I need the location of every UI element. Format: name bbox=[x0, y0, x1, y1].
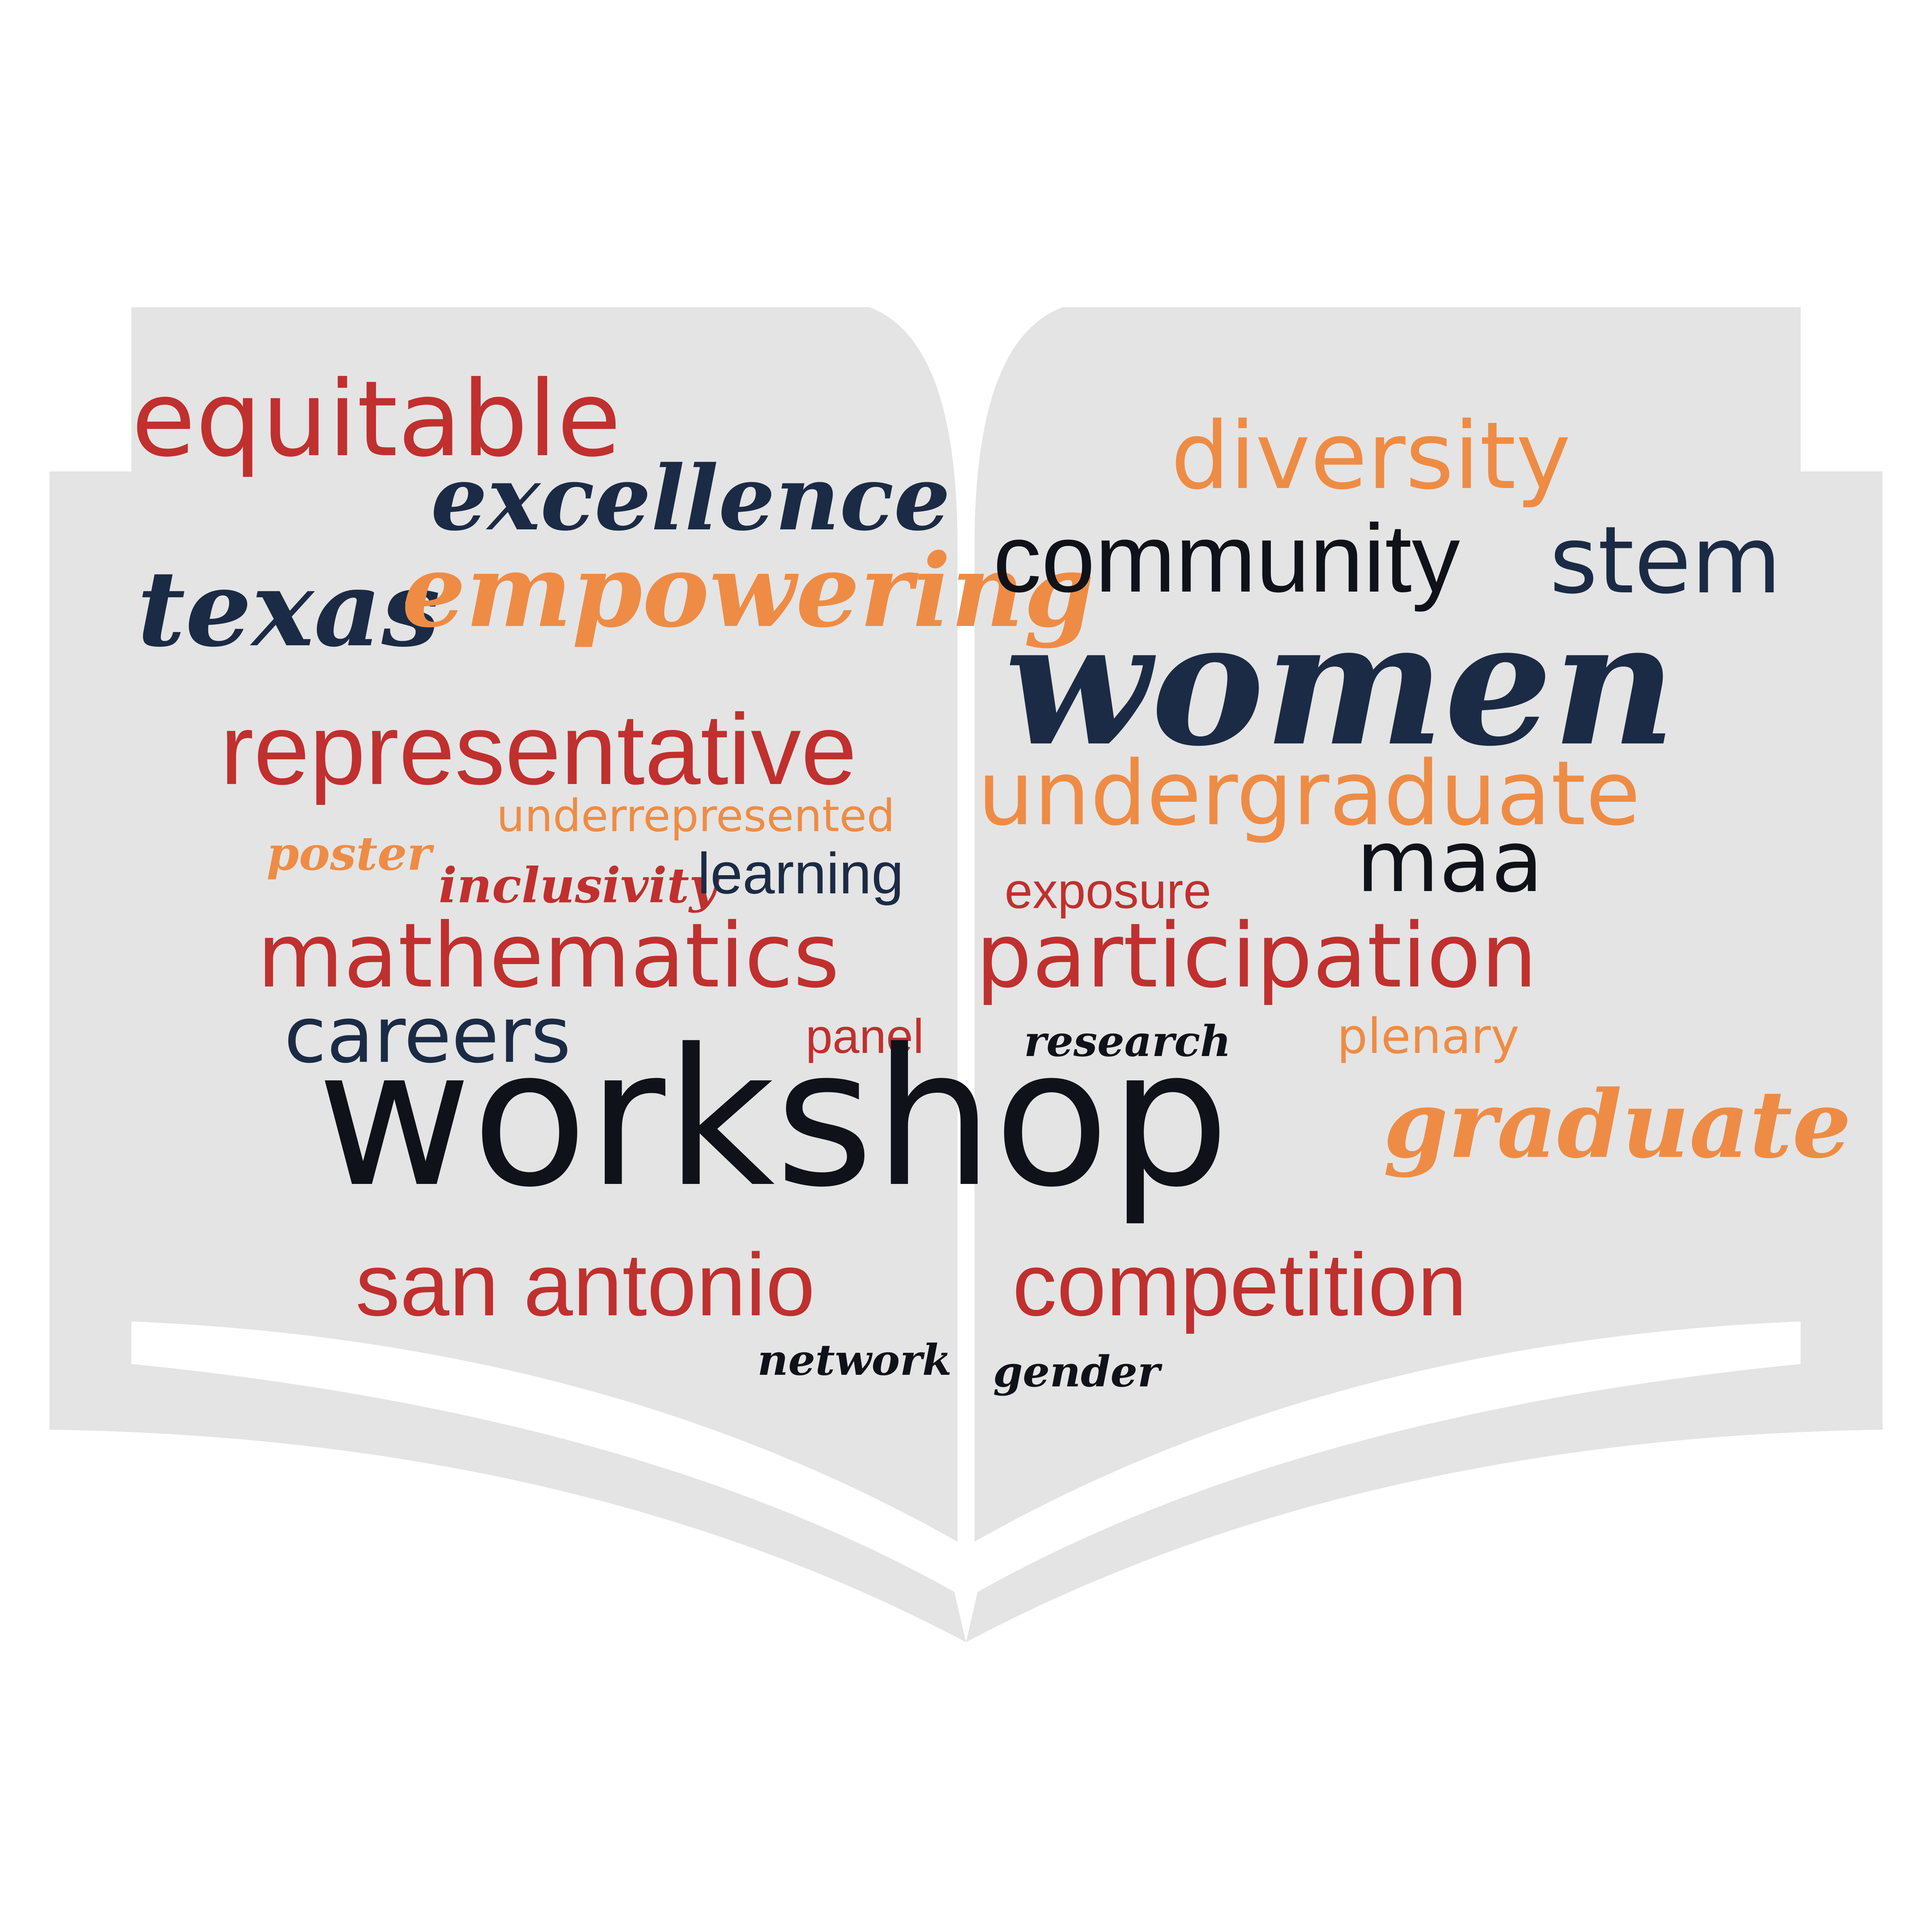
word-community: community bbox=[993, 504, 1460, 612]
word-underrepresented: underrepresented bbox=[497, 790, 895, 842]
word-maa: maa bbox=[1356, 812, 1543, 911]
word-careers: careers bbox=[284, 990, 571, 1080]
word-representative: representative bbox=[220, 694, 857, 806]
word-panel: panel bbox=[806, 1010, 924, 1063]
word-workshop: workshop bbox=[317, 1008, 1230, 1229]
word-stem: stem bbox=[1549, 506, 1782, 614]
word-san-antonio: san antonio bbox=[355, 1235, 815, 1334]
word-mathematics: mathematics bbox=[257, 905, 840, 1008]
word-inclusivity: inclusivity bbox=[439, 857, 718, 914]
word-gender: gender bbox=[993, 1347, 1160, 1396]
word-undergraduate: undergraduate bbox=[978, 742, 1641, 845]
word-exposure: exposure bbox=[1005, 862, 1211, 919]
word-network: network bbox=[757, 1335, 952, 1385]
word-women: women bbox=[1005, 584, 1676, 784]
word-learning: learning bbox=[697, 841, 904, 906]
word-participation: participation bbox=[976, 905, 1537, 1008]
word-plenary: plenary bbox=[1337, 1009, 1520, 1065]
word-diversity: diversity bbox=[1171, 402, 1571, 510]
word-texas: texas bbox=[137, 547, 440, 670]
word-research: research bbox=[1024, 1016, 1231, 1066]
word-excellence: excellence bbox=[431, 446, 951, 551]
word-empowering: empowering bbox=[402, 532, 1094, 650]
word-equitable: equitable bbox=[131, 358, 621, 480]
word-graduate: graduate bbox=[1383, 1070, 1852, 1179]
word-poster: poster bbox=[267, 827, 432, 881]
word-competition: competition bbox=[1012, 1235, 1467, 1334]
